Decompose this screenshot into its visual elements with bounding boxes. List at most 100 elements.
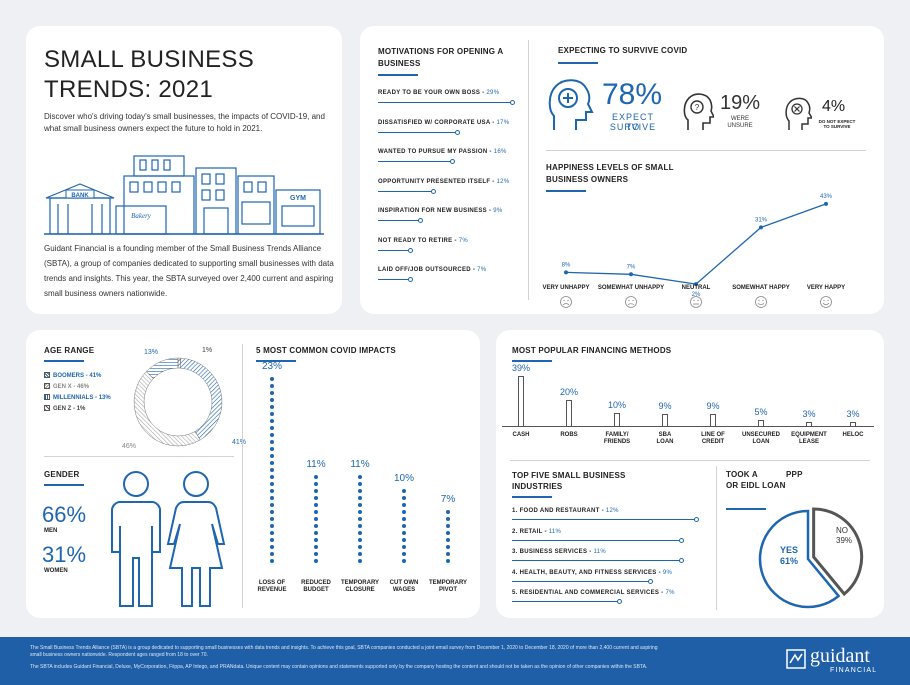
- impact-dot: [446, 510, 450, 514]
- impact-category-label: CUT OWN: [389, 580, 419, 586]
- impact-dot: [314, 475, 318, 479]
- financing-bar: [614, 413, 620, 426]
- legend-swatch: [44, 383, 50, 389]
- industry-bar: [512, 519, 696, 520]
- gender-impacts-divider: [242, 344, 243, 608]
- age-slice: [133, 371, 201, 447]
- happiness-value-label: 43%: [820, 194, 833, 200]
- page-title-line2: TRENDS: 2021: [44, 76, 213, 103]
- ppp-title-ppp: PPP: [786, 470, 803, 479]
- financing-divider: [510, 460, 870, 461]
- impact-dot: [402, 496, 406, 500]
- happiness-point: [564, 270, 568, 275]
- motivation-bar-end: [455, 129, 460, 135]
- industry-label: 3. BUSINESS SERVICES - 11%: [512, 549, 606, 555]
- motivation-bar-end: [510, 100, 515, 105]
- impact-dot: [314, 489, 318, 493]
- ppp-yes-slice: [758, 509, 841, 609]
- survive-happiness-divider: [546, 150, 866, 151]
- age-legend: BOOMERS - 41% GEN X - 46% MILLENNIALS - 13…: [44, 372, 144, 422]
- impact-dot: [270, 405, 274, 409]
- financing-bar: [806, 422, 812, 426]
- impact-dot: [402, 517, 406, 521]
- unsure-label2: UNSURE: [727, 123, 753, 129]
- motivation-label: NOT READY TO RETIRE - 7%: [378, 237, 469, 244]
- unsure-label1: WERE: [731, 116, 749, 122]
- guidant-logo-subtext: FINANCIAL: [830, 667, 878, 674]
- financing-category-label-2: LOAN: [752, 439, 770, 445]
- guidant-logo-icon: [786, 649, 806, 669]
- happiness-rule: [546, 190, 586, 192]
- financing-rule: [512, 360, 552, 362]
- motivation-bar-end: [408, 277, 413, 282]
- financing-title: MOST POPULAR FINANCING METHODS: [512, 346, 672, 355]
- industry-bar-end: [679, 558, 684, 563]
- impact-bar: [446, 510, 450, 566]
- impact-category-label-2: WAGES: [392, 587, 416, 593]
- impact-dot: [358, 517, 362, 521]
- financing-category-label: SBA: [658, 432, 672, 438]
- impact-bar: [358, 475, 362, 566]
- ppp-rule: [726, 508, 766, 510]
- happiness-title: HAPPINESS LEVELS OF SMALL BUSINESS OWNER…: [546, 163, 674, 184]
- age-slice-label: 41%: [232, 439, 246, 446]
- man-icon: [111, 471, 161, 607]
- happiness-point: [824, 201, 828, 206]
- happiness-category-label: VERY UNHAPPY: [542, 285, 589, 291]
- motivation-bar: [378, 279, 410, 280]
- happiness-value-label: 2%: [692, 292, 701, 298]
- financing-category-label: FAMILY/: [605, 432, 629, 438]
- women-label: WOMEN: [44, 568, 68, 574]
- women-pct: 31%: [42, 542, 87, 567]
- impact-dot: [358, 538, 362, 542]
- motivations-rule: [378, 74, 418, 76]
- age-gender-divider: [44, 456, 234, 457]
- impact-dot: [402, 552, 406, 556]
- impact-dot: [402, 489, 406, 493]
- impact-dot: [446, 552, 450, 556]
- age-title: AGE RANGE: [44, 346, 95, 355]
- impact-dot: [270, 524, 274, 528]
- impact-dot: [270, 398, 274, 402]
- financing-category-label: LINE OF: [701, 432, 725, 438]
- impact-value-label: 10%: [393, 473, 414, 484]
- footer: The Small Business Trends Alliance (SBTA…: [0, 637, 910, 685]
- industries-title: TOP FIVE SMALL BUSINESS INDUSTRIES: [512, 471, 626, 491]
- financing-value-label: 9%: [706, 401, 720, 411]
- financing-value-label: 3%: [846, 409, 860, 419]
- impact-dot: [270, 454, 274, 458]
- expect-survive-pct: 78%: [602, 78, 663, 111]
- men-label: MEN: [44, 528, 58, 534]
- financing-category-label: EQUIPMENT: [791, 432, 827, 438]
- impact-dot: [270, 517, 274, 521]
- gender-rule: [44, 484, 84, 486]
- survive-rule: [558, 62, 598, 64]
- motivation-bar: [378, 249, 410, 251]
- impact-bar: [314, 475, 318, 566]
- impact-dot: [314, 545, 318, 549]
- intro-subtitle: Discover who's driving today's small bus…: [44, 112, 325, 133]
- impact-dot: [358, 510, 362, 514]
- age-legend-item: GEN Z - 1%: [44, 405, 85, 412]
- financing-category-label: UNSECURED: [741, 432, 780, 438]
- impact-dot: [270, 447, 274, 451]
- impact-dot: [270, 440, 274, 444]
- impact-dot: [270, 482, 274, 486]
- ppp-title-line1: TOOK A: [726, 470, 758, 479]
- impacts-dot-chart: 23% LOSS OF REVENUE 11% REDUCED BUDGET 11% TEMP…: [248, 361, 472, 610]
- financing-category-label: CASH: [512, 432, 530, 438]
- motivation-bar: [378, 102, 512, 103]
- impact-dot: [314, 531, 318, 535]
- financing-bar: [518, 376, 524, 426]
- footer-disclaimer-1: The Small Business Trends Alliance (SBTA…: [30, 645, 658, 658]
- happiness-category-label: NEUTRAL: [682, 285, 711, 291]
- impact-category-label-2: BUDGET: [303, 587, 329, 593]
- impact-dot: [402, 510, 406, 514]
- footer-disclaimer-2: The SBTA includes Guidant Financial, Del…: [30, 664, 648, 670]
- impact-dot: [314, 559, 318, 563]
- motivation-bar-end: [418, 218, 423, 223]
- impact-dot: [446, 531, 450, 535]
- ppp-no-pct: 39%: [836, 536, 853, 545]
- industries-ppp-divider: [716, 466, 717, 610]
- impact-dot: [402, 531, 406, 535]
